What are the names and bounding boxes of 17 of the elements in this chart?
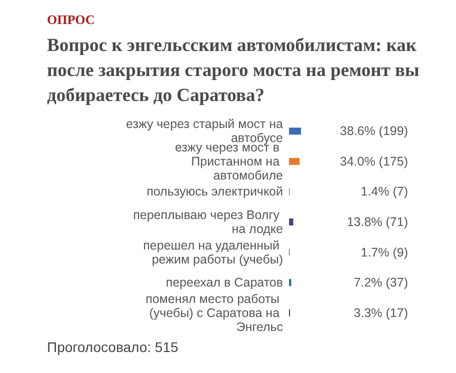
y-tick-label: пользуюсь электричкой xyxy=(146,184,284,199)
text: ОПРОС xyxy=(47,12,95,28)
data-label: 34.0% (175) xyxy=(340,154,408,168)
bar xyxy=(289,128,301,135)
data-label: 1.7% (9) xyxy=(360,245,408,260)
data-label: 7.2% (37) xyxy=(354,276,408,290)
y-tick-label: переехал в Саратов xyxy=(166,276,284,290)
bar xyxy=(289,218,294,226)
text: Проголосовало: 515 xyxy=(47,339,178,355)
data-label: 38.6% (199) xyxy=(340,124,408,138)
y-tick-label: поменял место работы (учебы) с Саратова на Энгельс xyxy=(146,292,283,334)
y-tick-label: перешел на удаленный режим работы (учебы) xyxy=(143,238,283,266)
chart-subtitle: Вопрос к энгельсским автомобилистам: как после закрытия старого моста на ремонт вы добираетесь до Саратова? xyxy=(47,35,420,108)
data-label: 1.4% (7) xyxy=(360,184,408,199)
bar xyxy=(289,158,300,165)
data-label: 13.8% (71) xyxy=(346,215,408,229)
data-label: 3.3% (17) xyxy=(354,306,408,320)
